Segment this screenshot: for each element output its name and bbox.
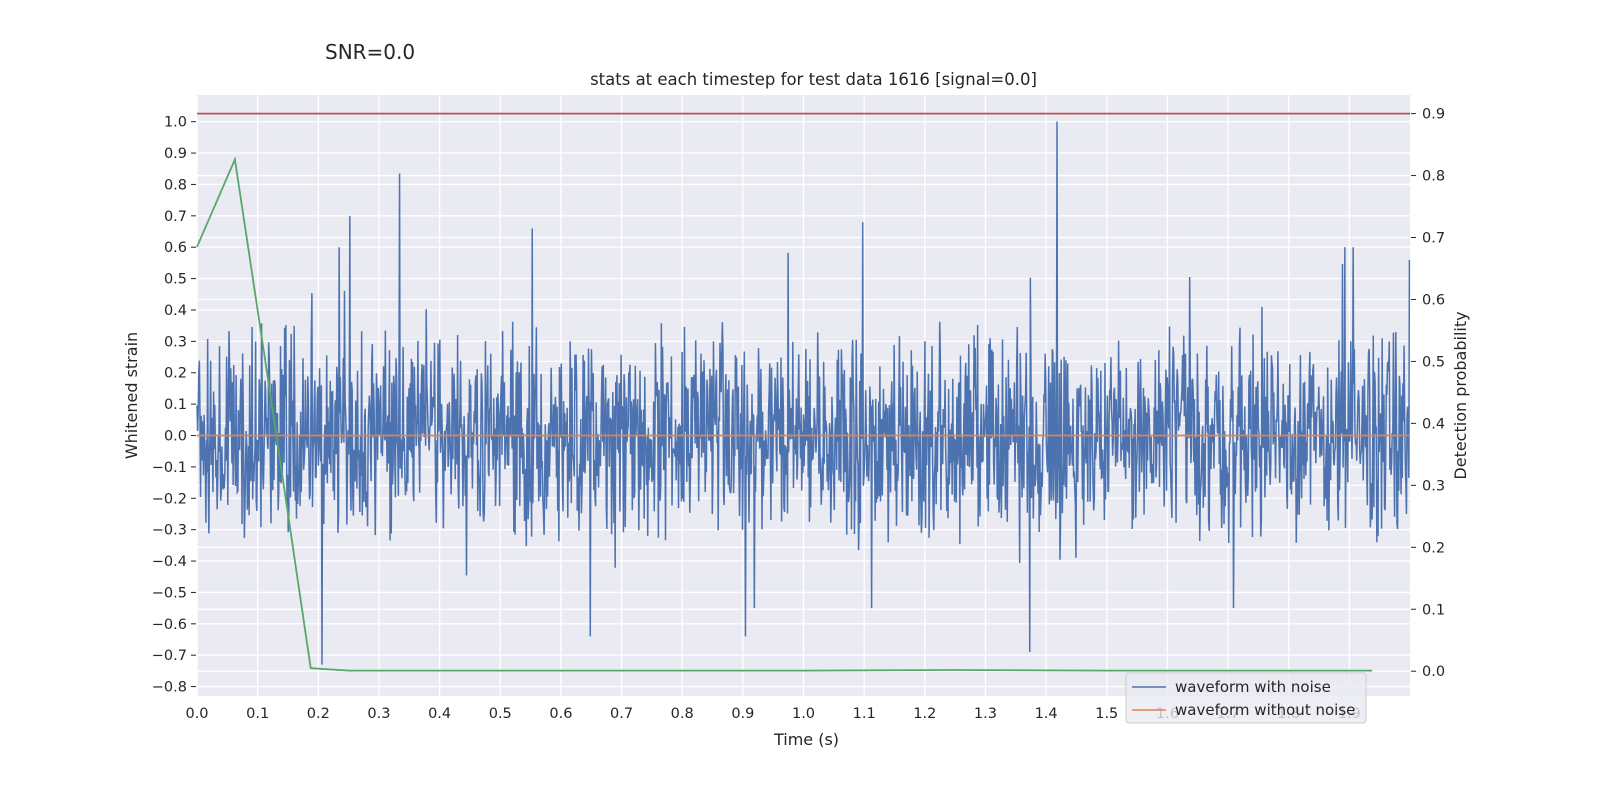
figure-suptitle: SNR=0.0: [325, 40, 416, 64]
x-tick-label: 1.5: [1095, 706, 1118, 722]
y2-tick-label: 0.5: [1422, 354, 1445, 370]
y-tick-label: −0.4: [152, 554, 187, 570]
y-tick-label: 0.2: [164, 366, 187, 382]
x-tick-label: 0.7: [610, 706, 633, 722]
y-tick-label: −0.2: [152, 491, 187, 507]
y2-tick-label: 0.1: [1422, 602, 1445, 618]
y-tick-label: 0.6: [164, 240, 187, 256]
series-layer: [196, 112, 1411, 672]
x-tick-label: 0.6: [549, 706, 572, 722]
y2-tick-label: 0.6: [1422, 292, 1445, 308]
y2-tick-label: 0.9: [1422, 107, 1445, 123]
y-tick-label: −0.1: [152, 460, 187, 476]
y-ticks: 1.0 0.9 0.8 0.7 0.6 0.5 0.4 0.3 0.2 0.1 0.0 −0.1 −0.…: [152, 115, 196, 696]
x-tick-label: 1.3: [974, 706, 997, 722]
y-tick-label: −0.5: [152, 585, 187, 601]
legend: waveform with noise waveform without noi…: [1125, 672, 1367, 724]
y-tick-label: −0.3: [152, 523, 187, 539]
legend-box: [1125, 672, 1367, 724]
y-tick-label: 0.4: [164, 303, 187, 319]
x-tick-label: 1.2: [913, 706, 936, 722]
y-tick-label: 0.1: [164, 397, 187, 413]
x-tick-label: 1.4: [1035, 706, 1058, 722]
y-tick-label: 0.8: [164, 177, 187, 193]
series-detection-probability: [196, 156, 1373, 672]
x-tick-label: 0.2: [307, 706, 330, 722]
x-tick-label: 0.0: [185, 706, 208, 722]
x-tick-label: 0.1: [246, 706, 269, 722]
y-tick-label: 1.0: [164, 115, 187, 131]
chart-title: stats at each timestep for test data 161…: [590, 70, 1037, 89]
x-tick-label: 0.3: [367, 706, 390, 722]
y-tick-label: 0.9: [164, 146, 187, 162]
y2-tick-label: 0.8: [1422, 169, 1445, 185]
y-tick-label: 0.3: [164, 334, 187, 350]
y2-tick-label: 0.0: [1422, 664, 1445, 680]
y-tick-label: −0.6: [152, 617, 187, 633]
y2-tick-label: 0.4: [1422, 416, 1445, 432]
y-tick-label: 0.7: [164, 209, 187, 225]
y2-ticks: 0.9 0.8 0.7 0.6 0.5 0.4 0.3 0.2 0.1 0.0: [1411, 107, 1445, 680]
y-tick-label: −0.7: [152, 648, 187, 664]
x-tick-label: 0.8: [671, 706, 694, 722]
x-tick-label: 0.5: [489, 706, 512, 722]
x-axis-label: Time (s): [773, 730, 839, 749]
x-tick-label: 0.9: [731, 706, 754, 722]
legend-entry-waveform-without-noise: waveform without noise: [1175, 701, 1355, 719]
x-tick-label: 1.1: [853, 706, 876, 722]
x-tick-label: 1.0: [792, 706, 815, 722]
y2-tick-label: 0.7: [1422, 231, 1445, 247]
series-waveform-with-noise: [196, 121, 1411, 665]
y2-tick-label: 0.3: [1422, 478, 1445, 494]
x-tick-label: 0.4: [428, 706, 451, 722]
y-axis-label: Whitened strain: [122, 332, 141, 459]
y2-tick-label: 0.2: [1422, 540, 1445, 556]
y-tick-label: 0.0: [164, 429, 187, 445]
y2-axis-label: Detection probability: [1451, 311, 1470, 479]
legend-entry-waveform-with-noise: waveform with noise: [1175, 678, 1331, 696]
y-tick-label: −0.8: [152, 680, 187, 696]
y-tick-label: 0.5: [164, 272, 187, 288]
